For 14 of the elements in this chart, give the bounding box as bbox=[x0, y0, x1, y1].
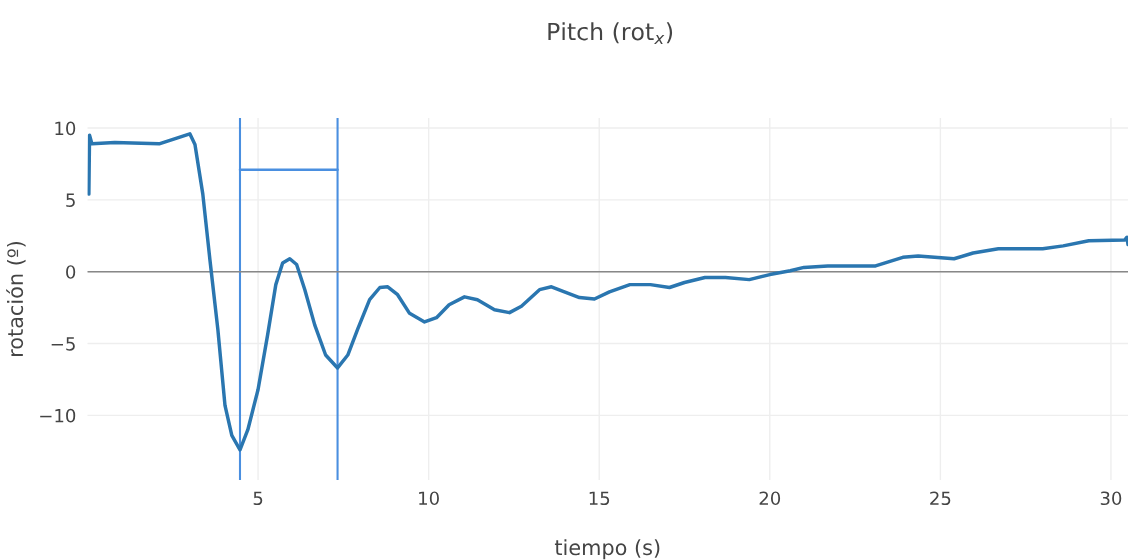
y-tick-label: −5 bbox=[51, 337, 75, 351]
y-tick-label: 5 bbox=[66, 193, 75, 207]
x-tick-label: 20 bbox=[759, 491, 781, 506]
x-tick-label: 15 bbox=[589, 491, 610, 506]
x-tick-label: 5 bbox=[253, 491, 263, 506]
y-axis-title: rotación (º) bbox=[6, 241, 26, 356]
x-tick-label: 25 bbox=[930, 491, 951, 506]
chart-title: Pitch (rot$_{x}$) bbox=[548, 22, 673, 44]
x-tick-label: 10 bbox=[419, 491, 439, 506]
y-tick-label: 10 bbox=[55, 121, 76, 136]
x-tick-label: 30 bbox=[1100, 491, 1122, 506]
y-tick-label: −10 bbox=[40, 408, 76, 423]
y-tick-label: 0 bbox=[66, 265, 76, 279]
x-axis-title: tiempo (s) bbox=[554, 539, 660, 560]
